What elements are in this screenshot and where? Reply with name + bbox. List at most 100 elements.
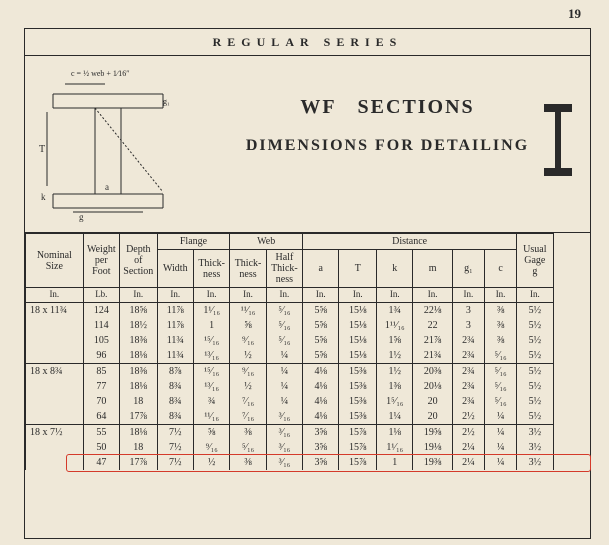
cell: 5⅝ [303,333,339,348]
cell: 1¹¹⁄₁₆ [377,318,413,333]
cell: 15⅜ [339,394,377,409]
i-beam-icon [544,104,572,176]
cell: 20 [413,409,452,425]
cell: 4⅛ [303,379,339,394]
cell: ¼ [266,394,302,409]
cell: 8¾ [157,409,193,425]
cell: 19⅝ [413,424,452,440]
cell: ¹¹⁄₁₆ [193,409,229,425]
cell: 124 [83,302,119,318]
cell: 17⅞ [120,409,158,425]
cell: 1½ [377,348,413,364]
cell: 1⁵⁄₁₆ [377,394,413,409]
cell: 15⅛ [339,348,377,364]
cell: ⅜ [485,302,517,318]
cell: ½ [230,379,266,394]
colgroup-web: Web [230,234,303,250]
cell: 15⅜ [339,379,377,394]
col-gage: UsualGageg [517,234,553,288]
table-row: 70188¾¾⁷⁄₁₆¼4⅛15⅜1⁵⁄₁₆202¾⁵⁄₁₆5½ [26,394,590,409]
cell: 22 [413,318,452,333]
diagram-label-a: a [105,182,109,192]
cell: 70 [83,394,119,409]
table-row: 9618⅛11¾¹³⁄₁₆½¼5⅝15⅛1½21¾2¾⁵⁄₁₆5½ [26,348,590,364]
cell: 5½ [517,318,553,333]
cell: ⁵⁄₁₆ [485,363,517,379]
cell: ⅝ [193,424,229,440]
cell: 15⅞ [339,455,377,470]
cell: 15⅞ [339,440,377,455]
cell: ¹³⁄₁₆ [193,348,229,364]
cell: 2¾ [452,348,484,364]
cell: ½ [230,348,266,364]
cell: 11⅞ [157,302,193,318]
cell: 77 [83,379,119,394]
cell: 2¾ [452,363,484,379]
table-row: 4717⅞7½½⅜³⁄₁₆3⅝15⅞119⅜2¼¼3½ [26,455,590,470]
cell: ⅜ [485,318,517,333]
title-block: c = ½ web + 1⁄16″ T a k g g₁ WF SECTIONS… [25,56,590,233]
unit-cell: In. [413,288,452,303]
table-row: 18 x 8¾8518⅜8⅞¹⁵⁄₁₆⁹⁄₁₆¼4⅛15⅜1½20⅜2¾⁵⁄₁₆… [26,363,590,379]
cell: 5⅝ [303,302,339,318]
cell: ¼ [266,348,302,364]
cell: ⁵⁄₁₆ [266,318,302,333]
cell: 11¾ [157,333,193,348]
unit-cell: In. [517,288,553,303]
cell: ⁹⁄₁₆ [193,440,229,455]
col-a: a [303,250,339,288]
col-web-half: HalfThick-ness [266,250,302,288]
col-flange-width: Width [157,250,193,288]
cell: 3½ [517,455,553,470]
cell: 18 [120,394,158,409]
cell: 7½ [157,440,193,455]
cell: 3⅝ [303,424,339,440]
unit-cell: In. [230,288,266,303]
unit-cell: In. [157,288,193,303]
table-row: 50187½⁹⁄₁₆⁵⁄₁₆³⁄₁₆3⅝15⅞1¹⁄₁₆19⅛2¼¼3½ [26,440,590,455]
cell: ¼ [266,363,302,379]
col-g1: g₁ [452,250,484,288]
cell-nominal: 18 x 8¾ [26,363,84,379]
col-wpf: WeightperFoot [83,234,119,288]
cell: 15⅜ [339,409,377,425]
cell: 2¼ [452,455,484,470]
cell: 7½ [157,424,193,440]
cell: 18⅛ [120,379,158,394]
cell: 20 [413,394,452,409]
unit-cell: In. [193,288,229,303]
cell: 21⅞ [413,333,452,348]
cell: 15⅜ [339,363,377,379]
cell: 4⅛ [303,394,339,409]
cell: 15⅛ [339,333,377,348]
cell: 5½ [517,379,553,394]
cell: 1⅝ [377,333,413,348]
cell: 2¾ [452,379,484,394]
cell: 18⅜ [120,333,158,348]
cell: ¼ [485,455,517,470]
content-frame: REGULAR SERIES c = ½ web + 1⁄16″ T a k g… [24,28,591,539]
title-line-1: WF SECTIONS [195,96,580,119]
cell: 47 [83,455,119,470]
cell: 1¼ [377,409,413,425]
cell-nominal [26,318,84,333]
cell: 2¼ [452,440,484,455]
cell-nominal [26,394,84,409]
diagram-label-g1: g₁ [163,97,170,106]
cell: ⁵⁄₁₆ [485,348,517,364]
cell: 18⅝ [120,302,158,318]
col-c: c [485,250,517,288]
cell: 50 [83,440,119,455]
cell: ⅝ [230,318,266,333]
title-wf: WF [300,96,336,118]
cell: 4⅛ [303,409,339,425]
diagram-label-g: g [79,212,84,222]
unit-cell: In. [339,288,377,303]
cell: 5½ [517,363,553,379]
unit-cell: In. [26,288,84,303]
cell: ⁹⁄₁₆ [230,363,266,379]
cell: ⅜ [485,333,517,348]
table-row: 6417⅞8¾¹¹⁄₁₆⁷⁄₁₆³⁄₁₆4⅛15⅜1¼202½¼5½ [26,409,590,425]
cell: ⁵⁄₁₆ [230,440,266,455]
cell: 1¹⁄₁₆ [377,440,413,455]
